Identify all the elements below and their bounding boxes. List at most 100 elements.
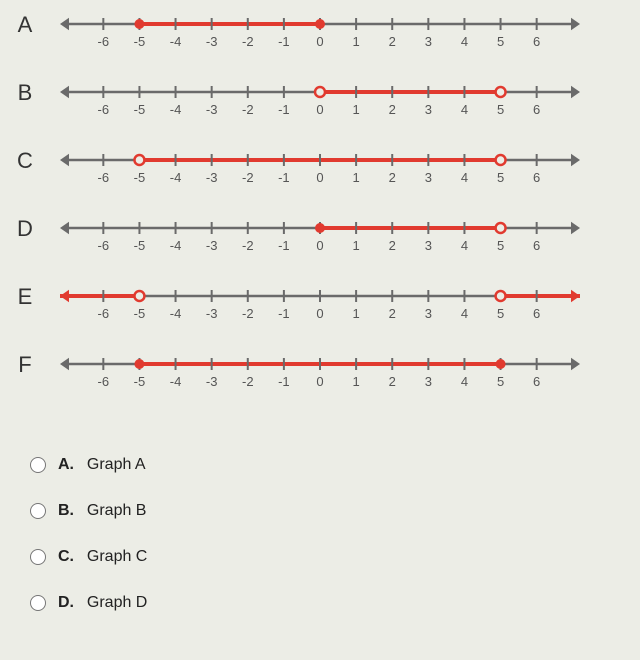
graph-row-b: B-6-5-4-3-2-10123456 xyxy=(10,78,620,128)
option-radio-c[interactable] xyxy=(30,549,46,565)
svg-text:6: 6 xyxy=(533,102,540,117)
svg-text:1: 1 xyxy=(352,306,359,321)
svg-text:-1: -1 xyxy=(278,238,290,253)
option-a[interactable]: A. Graph A xyxy=(30,456,620,474)
number-line-d: -6-5-4-3-2-10123456 xyxy=(40,214,600,259)
svg-text:2: 2 xyxy=(389,238,396,253)
svg-text:5: 5 xyxy=(497,170,504,185)
svg-text:1: 1 xyxy=(352,374,359,389)
svg-text:6: 6 xyxy=(533,170,540,185)
svg-text:-5: -5 xyxy=(134,170,146,185)
svg-text:-1: -1 xyxy=(278,170,290,185)
svg-text:5: 5 xyxy=(497,34,504,49)
option-label: A. Graph A xyxy=(58,456,146,474)
svg-text:1: 1 xyxy=(352,102,359,117)
svg-text:-5: -5 xyxy=(134,102,146,117)
number-line-b: -6-5-4-3-2-10123456 xyxy=(40,78,600,123)
svg-text:3: 3 xyxy=(425,306,432,321)
option-radio-d[interactable] xyxy=(30,595,46,611)
svg-text:-4: -4 xyxy=(170,170,182,185)
svg-text:0: 0 xyxy=(316,238,323,253)
graph-label-f: F xyxy=(10,350,40,378)
svg-text:4: 4 xyxy=(461,306,468,321)
svg-text:1: 1 xyxy=(352,238,359,253)
svg-text:-2: -2 xyxy=(242,238,254,253)
graph-row-f: F -6 -5 -4 -3 -2 -1 0 1 2 3 4 5 6 xyxy=(10,350,620,400)
svg-text:4: 4 xyxy=(461,374,468,389)
svg-text:-5: -5 xyxy=(134,238,146,253)
svg-text:-3: -3 xyxy=(206,374,218,389)
svg-text:-3: -3 xyxy=(206,34,218,49)
svg-text:0: 0 xyxy=(316,34,323,49)
svg-text:-4: -4 xyxy=(170,34,182,49)
svg-text:2: 2 xyxy=(389,306,396,321)
svg-text:5: 5 xyxy=(497,238,504,253)
graph-label-d: D xyxy=(10,214,40,242)
svg-text:-6: -6 xyxy=(98,170,110,185)
svg-text:-1: -1 xyxy=(278,102,290,117)
graph-row-c: C-6-5-4-3-2-10123456 xyxy=(10,146,620,196)
svg-text:6: 6 xyxy=(533,238,540,253)
svg-text:-2: -2 xyxy=(242,34,254,49)
number-line-f: -6 -5 -4 -3 -2 -1 0 1 2 3 4 5 6 xyxy=(40,350,600,395)
svg-text:1: 1 xyxy=(352,170,359,185)
number-line-c: -6-5-4-3-2-10123456 xyxy=(40,146,600,191)
svg-text:2: 2 xyxy=(389,34,396,49)
svg-text:2: 2 xyxy=(389,102,396,117)
svg-text:-3: -3 xyxy=(206,102,218,117)
option-radio-a[interactable] xyxy=(30,457,46,473)
svg-text:2: 2 xyxy=(389,374,396,389)
svg-text:-2: -2 xyxy=(242,374,254,389)
option-label: D. Graph D xyxy=(58,594,147,612)
svg-text:5: 5 xyxy=(497,102,504,117)
svg-text:-2: -2 xyxy=(242,306,254,321)
answer-options: A. Graph A B. Graph B C. Graph C D. Graph D xyxy=(10,418,620,612)
svg-text:4: 4 xyxy=(461,34,468,49)
svg-text:3: 3 xyxy=(425,34,432,49)
option-d[interactable]: D. Graph D xyxy=(30,594,620,612)
svg-text:5: 5 xyxy=(497,374,504,389)
svg-text:-5: -5 xyxy=(134,306,146,321)
svg-text:3: 3 xyxy=(425,374,432,389)
svg-text:6: 6 xyxy=(533,306,540,321)
svg-text:-6: -6 xyxy=(98,306,110,321)
option-label: C. Graph C xyxy=(58,548,147,566)
svg-text:1: 1 xyxy=(352,34,359,49)
svg-text:-6: -6 xyxy=(98,238,110,253)
svg-text:-1: -1 xyxy=(278,34,290,49)
svg-text:-3: -3 xyxy=(206,306,218,321)
svg-text:-6: -6 xyxy=(98,34,110,49)
option-radio-b[interactable] xyxy=(30,503,46,519)
number-line-e: -6-5-4-3-2-10123456 xyxy=(40,282,600,327)
svg-text:0: 0 xyxy=(316,374,323,389)
svg-text:6: 6 xyxy=(533,374,540,389)
option-label: B. Graph B xyxy=(58,502,146,520)
svg-text:3: 3 xyxy=(425,170,432,185)
graph-row-d: D-6-5-4-3-2-10123456 xyxy=(10,214,620,264)
svg-text:-4: -4 xyxy=(170,102,182,117)
svg-text:0: 0 xyxy=(316,102,323,117)
graph-row-a: A-6-5-4-3-2-10123456 xyxy=(10,10,620,60)
svg-text:-4: -4 xyxy=(170,374,182,389)
svg-text:4: 4 xyxy=(461,170,468,185)
graph-label-c: C xyxy=(10,146,40,174)
svg-text:-3: -3 xyxy=(206,170,218,185)
svg-text:-6: -6 xyxy=(98,102,110,117)
number-line-a: -6-5-4-3-2-10123456 xyxy=(40,10,600,55)
svg-text:4: 4 xyxy=(461,238,468,253)
svg-text:2: 2 xyxy=(389,170,396,185)
svg-text:-5: -5 xyxy=(134,34,146,49)
option-c[interactable]: C. Graph C xyxy=(30,548,620,566)
svg-text:5: 5 xyxy=(497,306,504,321)
graph-label-b: B xyxy=(10,78,40,106)
graph-label-a: A xyxy=(10,10,40,38)
graph-label-e: E xyxy=(10,282,40,310)
svg-text:-6: -6 xyxy=(98,374,110,389)
svg-text:3: 3 xyxy=(425,102,432,117)
svg-text:0: 0 xyxy=(316,306,323,321)
option-b[interactable]: B. Graph B xyxy=(30,502,620,520)
svg-text:-5: -5 xyxy=(134,374,146,389)
svg-text:3: 3 xyxy=(425,238,432,253)
svg-text:-1: -1 xyxy=(278,374,290,389)
graph-row-e: E-6-5-4-3-2-10123456 xyxy=(10,282,620,332)
